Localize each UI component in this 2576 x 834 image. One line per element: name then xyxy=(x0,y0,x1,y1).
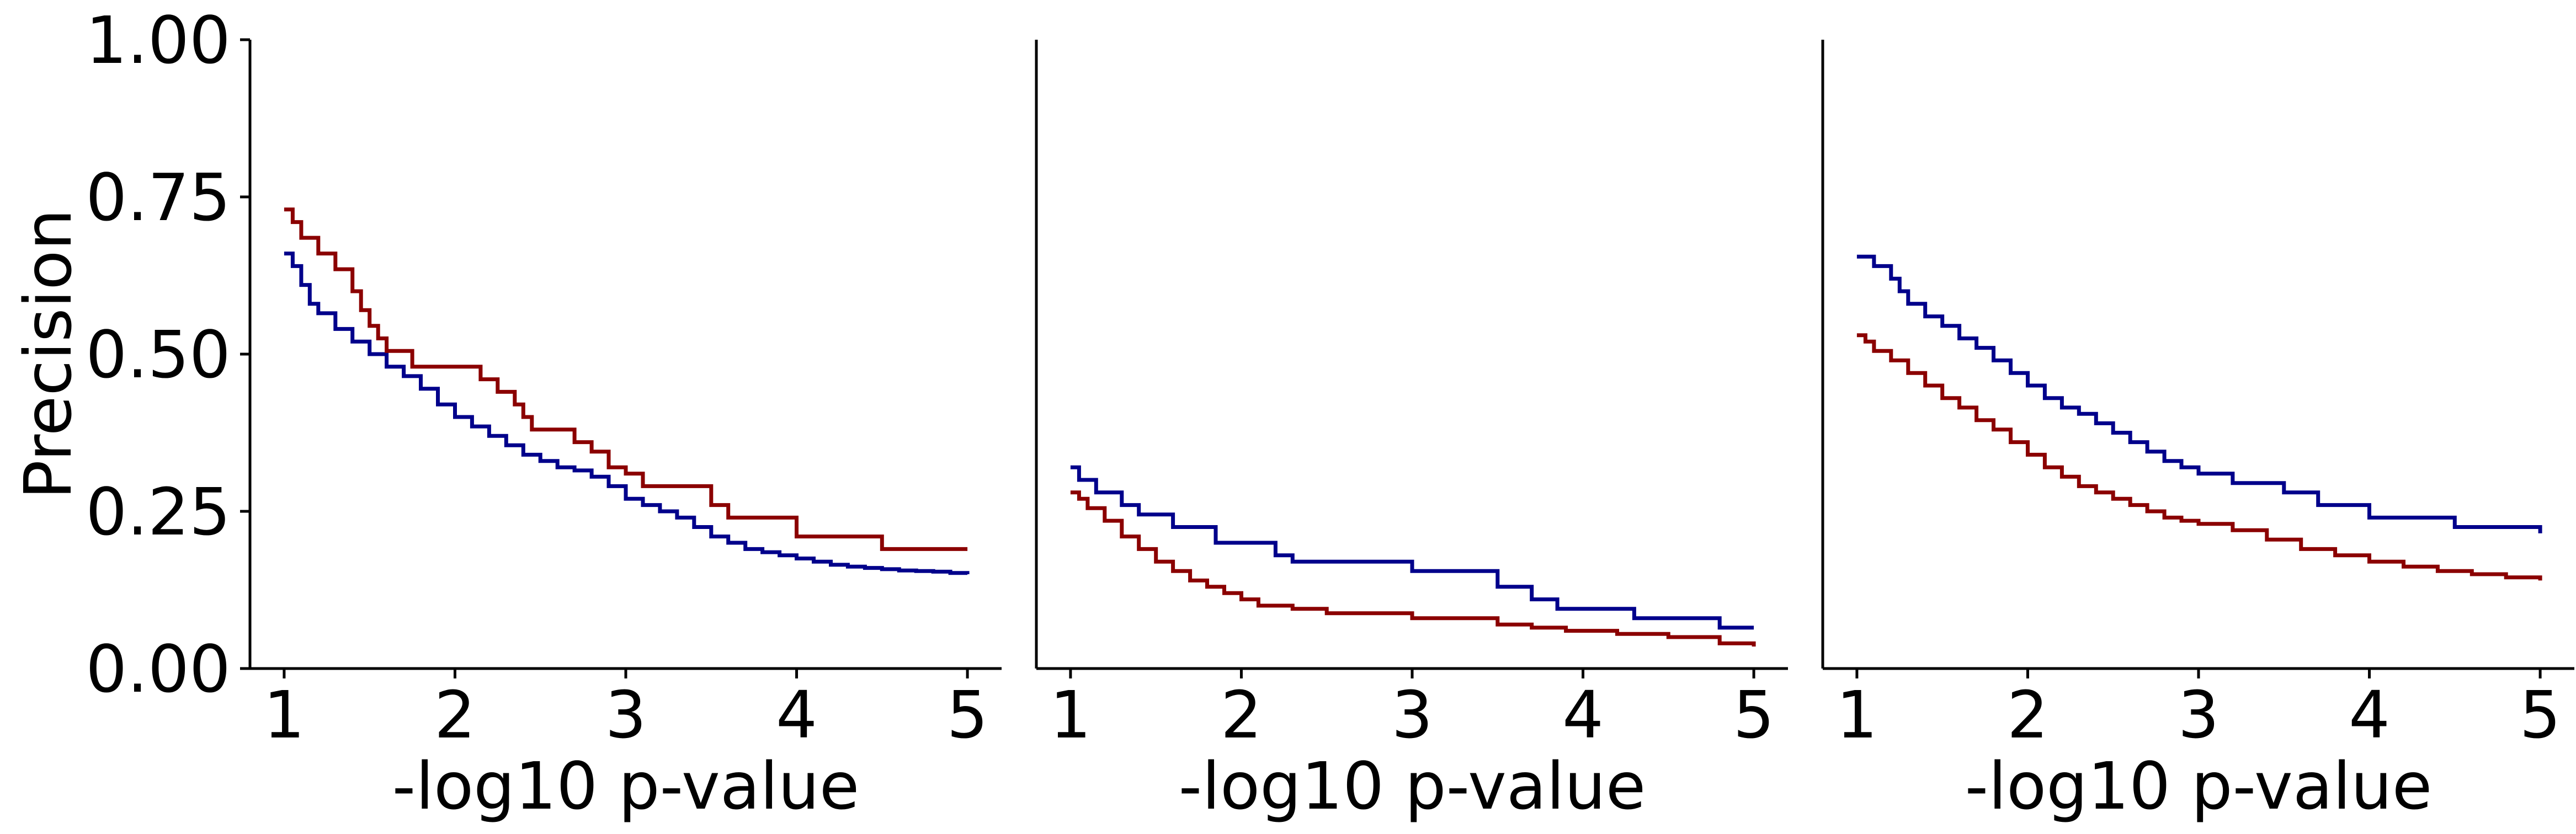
panel-1-x-tick-label: 3 xyxy=(605,677,646,753)
panel-2-x-tick-label: 3 xyxy=(1391,677,1433,753)
panel-1-x-ticks: 1 2 3 4 5 xyxy=(263,669,988,753)
panel-1-series-2-line xyxy=(284,207,968,551)
panel-2-series xyxy=(1070,465,1756,647)
panel-2-x-ticks: 1 2 3 4 5 xyxy=(1050,669,1775,753)
panel-1-x-tick-label: 5 xyxy=(947,677,988,753)
panel-3-x-tick-label: 2 xyxy=(2007,677,2048,753)
panel-3-x-tick-label: 1 xyxy=(1836,677,1877,753)
panel-1-y-tick-label: 0.00 xyxy=(86,631,231,707)
panel-1-x-tick-label: 4 xyxy=(776,677,817,753)
panel-3-x-tick-label: 3 xyxy=(2178,677,2219,753)
panel-3-series-2-line xyxy=(1856,333,2542,581)
panel-1-y-axis-label: Precision xyxy=(10,209,86,500)
panel-1-y-tick-label: 1.00 xyxy=(86,2,231,78)
panel-3-series-1-line xyxy=(1856,254,2542,533)
panel-1-series-1-line xyxy=(284,252,970,575)
panel-3-x-tick-label: 4 xyxy=(2349,677,2390,753)
panel-3-x-ticks: 1 2 3 4 5 xyxy=(1836,669,2561,753)
panel-2-series-2-line xyxy=(1070,490,1756,647)
panel-2-x-axis-label: -log10 p-value xyxy=(1179,748,1646,824)
panel-2-x-tick-label: 5 xyxy=(1733,677,1775,753)
panel-1: 0.00 0.25 0.50 0.75 1.00 1 2 3 4 5 -log10 p-valu… xyxy=(10,2,1002,824)
panel-2-series-1-line xyxy=(1070,465,1754,630)
panel-3-x-axis-label: -log10 p-value xyxy=(1965,748,2433,824)
panel-2: 1 2 3 4 5 -log10 p-value xyxy=(1035,40,1788,824)
panel-3-x-tick-label: 5 xyxy=(2520,677,2561,753)
panel-1-y-tick-label: 0.25 xyxy=(86,474,231,550)
panel-2-x-tick-label: 1 xyxy=(1050,677,1091,753)
panel-3-series xyxy=(1856,254,2542,581)
panel-2-x-tick-label: 4 xyxy=(1562,677,1604,753)
panel-1-y-tick-label: 0.75 xyxy=(86,159,231,236)
panel-3: 1 2 3 4 5 -log10 p-value xyxy=(1821,40,2574,824)
panel-2-x-tick-label: 2 xyxy=(1221,677,1262,753)
panel-1-y-ticks: 0.00 0.25 0.50 0.75 1.00 xyxy=(86,2,250,707)
panel-1-x-axis-label: -log10 p-value xyxy=(392,748,860,824)
panel-1-series xyxy=(284,207,970,575)
panel-1-x-tick-label: 1 xyxy=(263,677,305,753)
panel-1-y-tick-label: 0.50 xyxy=(86,317,231,393)
panel-1-x-tick-label: 2 xyxy=(434,677,476,753)
